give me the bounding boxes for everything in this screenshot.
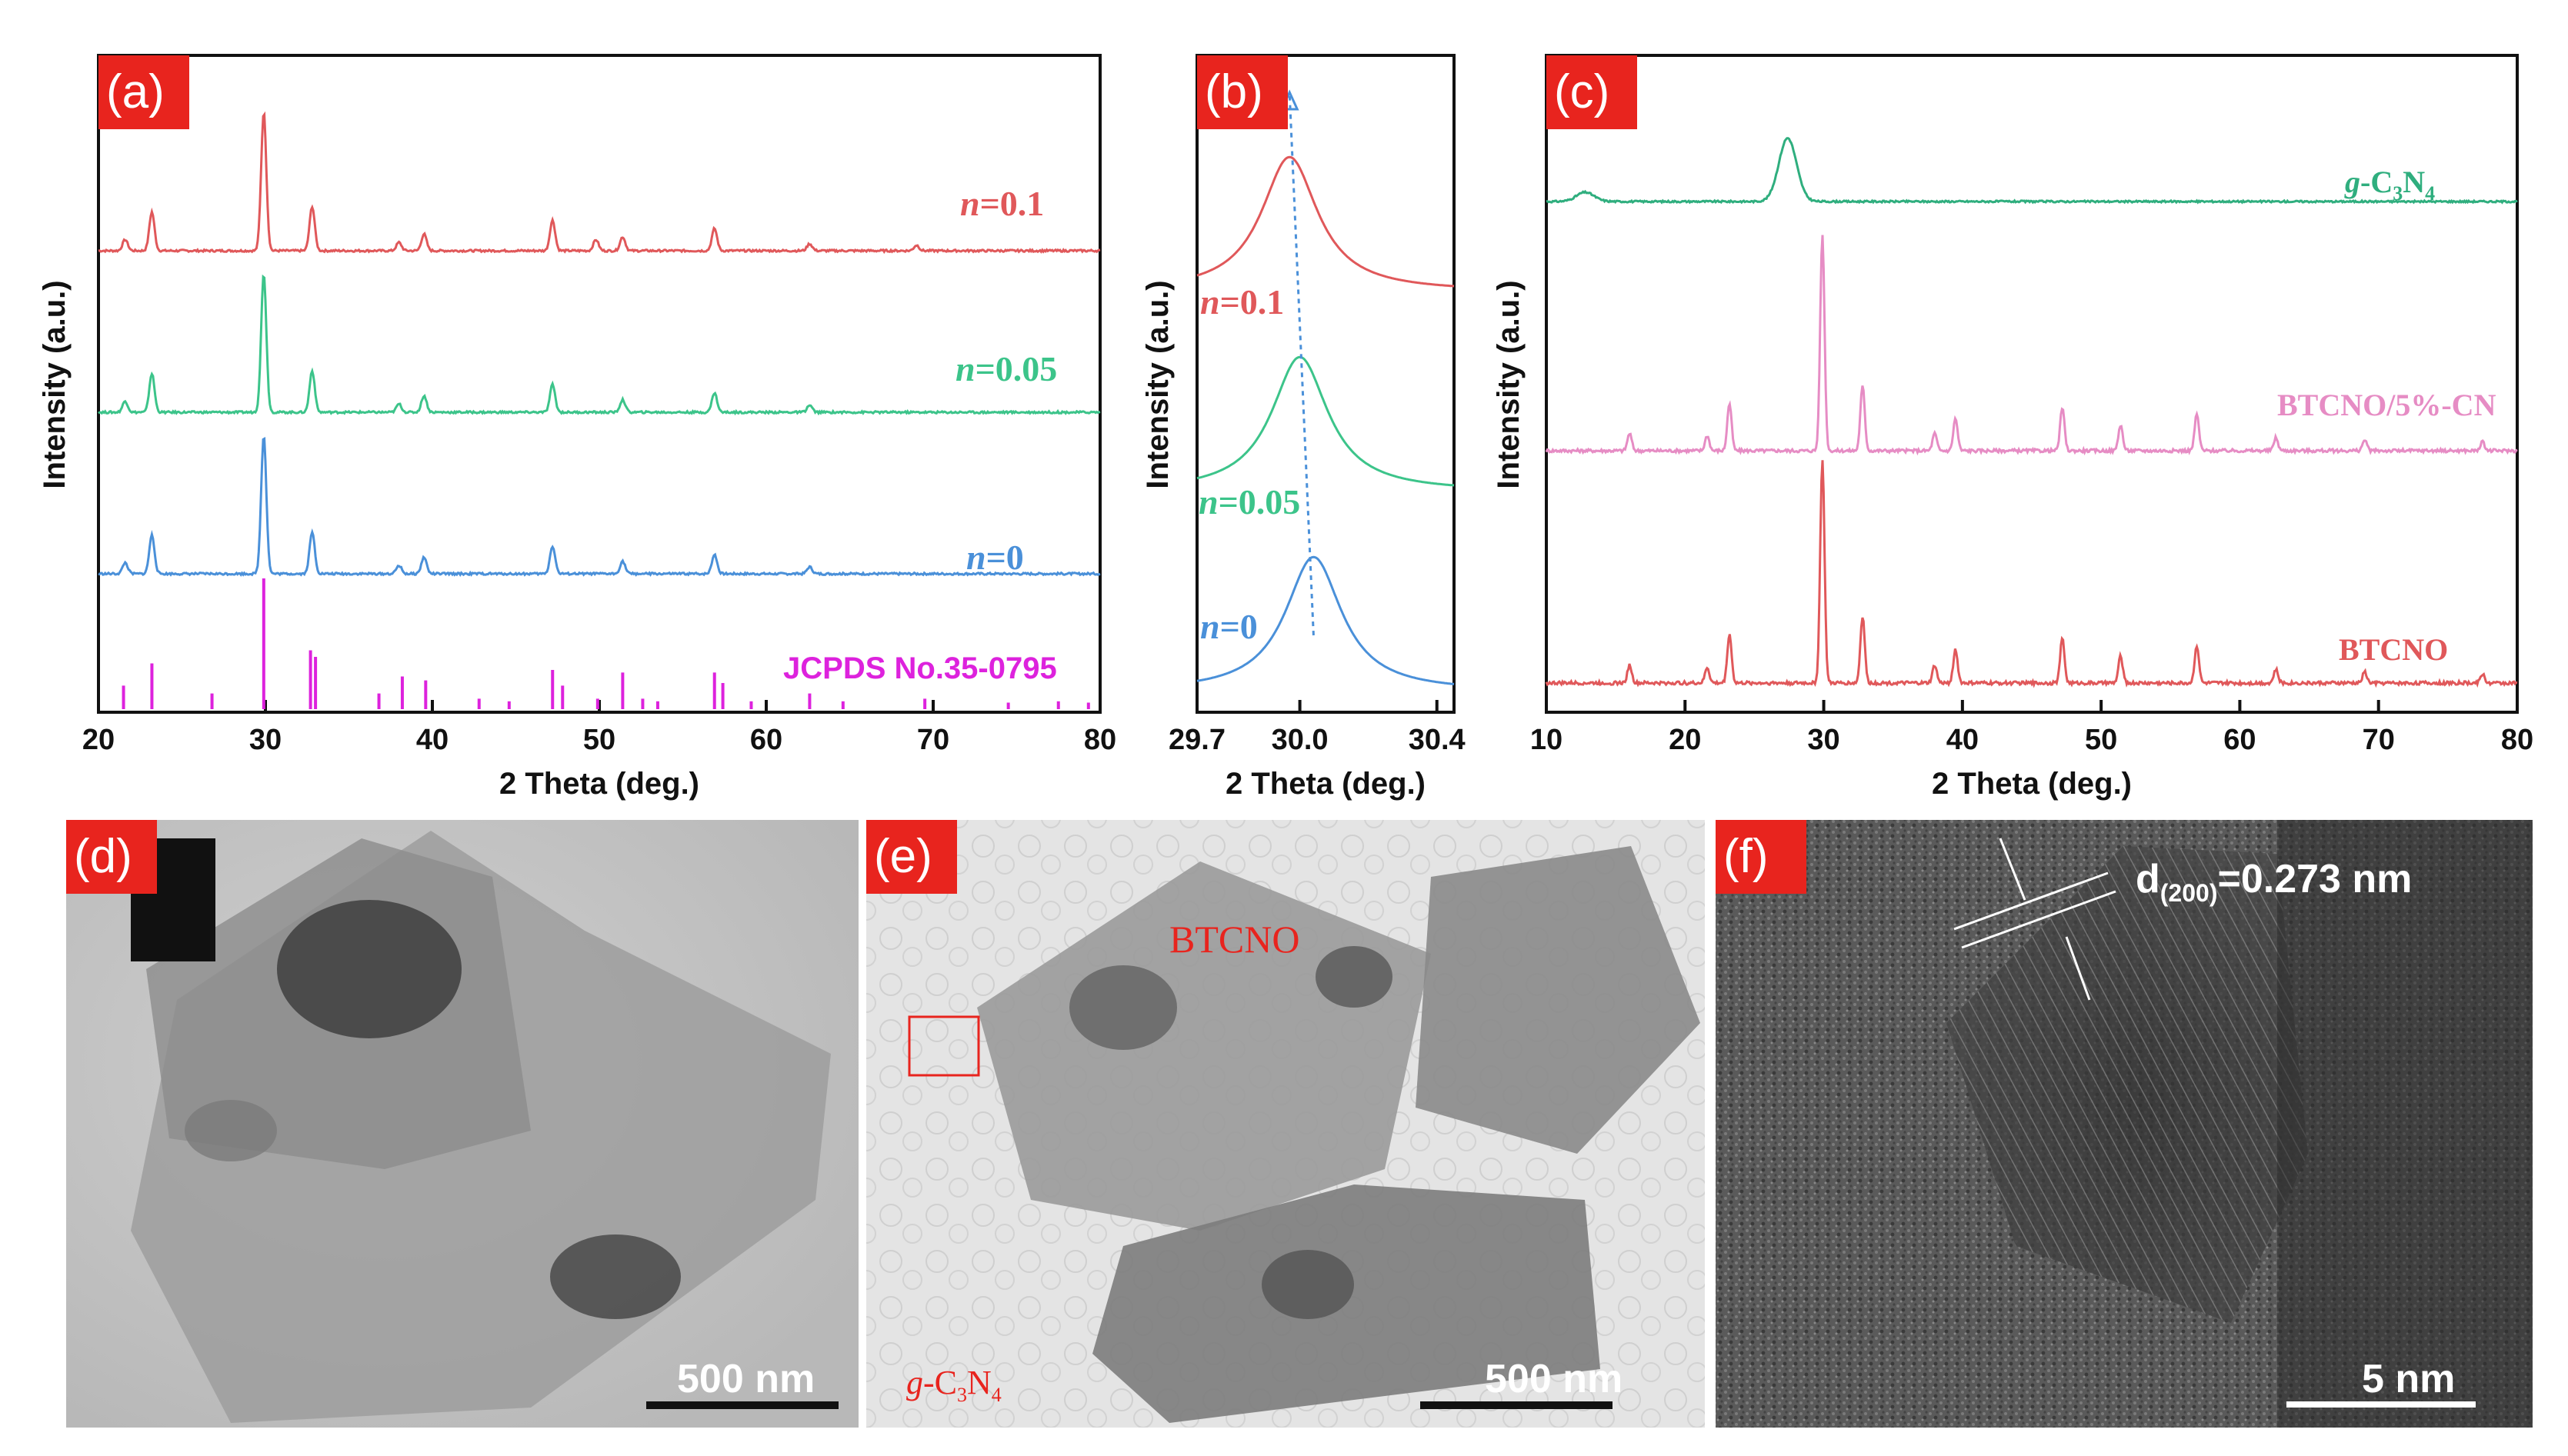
panel-f-arrow-bottom	[2065, 936, 2091, 1001]
panel-a-tick-label-2: 40	[416, 724, 449, 756]
panel-a-curves	[98, 111, 1101, 709]
panel-b-series-n0	[1196, 555, 1455, 685]
panel-f-fringe-line-2	[1961, 890, 2116, 949]
panel-f-scale-bar	[2286, 1401, 2476, 1408]
panel-e-gcn-label: g-C3N4	[906, 1364, 1002, 1406]
panel-e-scale-label: 500 nm	[1485, 1357, 1623, 1401]
panel-c-ylabel: Intensity (a.u.)	[1492, 280, 1526, 488]
panel-f-dark-region	[2277, 820, 2533, 1428]
panel-c-series-BTCNO5CN	[1545, 235, 2518, 456]
panel-a-tag-bg	[98, 55, 189, 129]
panel-e-dark-spot-1	[1069, 965, 1177, 1050]
panel-b-series-n01	[1196, 155, 1455, 288]
label-b-n01: n=0.1	[1200, 282, 1284, 322]
panel-c-tag: (c)	[1554, 65, 1609, 118]
panel-a-tag: (a)	[106, 65, 165, 118]
panel-b-ylabel: Intensity (a.u.)	[1141, 280, 1175, 488]
panel-d-scale-label: 500 nm	[677, 1357, 815, 1401]
panel-a-tick-label-1: 30	[249, 724, 282, 756]
panel-b-xlabel: 2 Theta (deg.)	[1226, 767, 1426, 801]
panel-c-tick-label-1: 20	[1669, 724, 1701, 756]
label-c-btcno-cn: BTCNO/5%-CN	[2277, 388, 2496, 422]
label-a-n0: n=0	[966, 538, 1024, 577]
panel-c-tick-label-6: 70	[2363, 724, 2395, 756]
label-a-n01: n=0.1	[960, 184, 1044, 223]
panel-c-tick-label-2: 30	[1807, 724, 1839, 756]
panel-c-tick-label-3: 40	[1946, 724, 1979, 756]
panel-e-selection-box	[908, 1015, 980, 1077]
panel-e-tag: (e)	[874, 830, 932, 883]
panel-e-tem-image: BTCNO g-C3N4 (e) 500 nm	[866, 820, 1705, 1428]
panel-b-tick-label-1: 30.0	[1272, 724, 1329, 756]
panel-c-tick-label-4: 50	[2085, 724, 2117, 756]
panel-a-series-n01	[98, 111, 1101, 255]
panel-d-particle-2	[550, 1234, 681, 1319]
panel-f-arrow-top	[1999, 838, 2026, 901]
panel-a-xlabel: 2 Theta (deg.)	[499, 767, 699, 801]
panel-a-tick-label-6: 80	[1084, 724, 1116, 756]
panel-a-xrd: 20 30 40 50 60 70 80 (a) n=0.1 n=0.05 n=0 JCPD…	[38, 54, 1116, 801]
panel-d-tag: (d)	[74, 830, 132, 883]
label-c-btcno: BTCNO	[2339, 632, 2448, 667]
panel-c-frame	[1545, 54, 2519, 714]
panel-e-tag-bg	[866, 820, 957, 894]
panel-d-tem-image: (d) 500 nm	[66, 820, 859, 1428]
panel-b-frame	[1196, 54, 1456, 714]
panel-f-scale-label: 5 nm	[2362, 1357, 2455, 1401]
panel-b-tick-label-0: 29.7	[1169, 724, 1226, 756]
panel-e-scale-bar	[1420, 1401, 1613, 1409]
panel-c-series-gC3N4	[1546, 137, 2518, 205]
panel-e-particle-main	[977, 861, 1431, 1231]
panel-a-x-ticks: 20 30 40 50 60 70 80	[82, 700, 1116, 756]
panel-a-tick-label-0: 20	[82, 724, 115, 756]
panel-b-series-n005	[1196, 355, 1455, 487]
panel-b-curves	[1196, 89, 1455, 685]
panel-b-x-ticks: 29.7 30.0 30.4	[1169, 700, 1466, 756]
label-b-n0: n=0	[1200, 607, 1258, 646]
label-c-gcn: g-C3N4	[2344, 165, 2435, 205]
panel-b-tick-label-2: 30.4	[1409, 724, 1466, 756]
panel-b-tag: (b)	[1205, 65, 1263, 118]
panel-a-series-n0	[98, 437, 1101, 578]
panel-a-tick-label-5: 70	[917, 724, 949, 756]
label-b-n005: n=0.05	[1199, 482, 1300, 521]
panel-a-tick-label-4: 60	[750, 724, 782, 756]
panel-c-curves	[1545, 137, 2518, 688]
panel-c-tick-label-5: 60	[2223, 724, 2256, 756]
panel-c-tick-label-7: 80	[2501, 724, 2533, 756]
panel-a-ylabel: Intensity (a.u.)	[38, 280, 72, 488]
panel-a-tick-label-3: 50	[583, 724, 615, 756]
panel-e-dark-spot-3	[1262, 1250, 1354, 1319]
panel-c-tick-label-0: 10	[1530, 724, 1562, 756]
panel-e-particle-right	[1416, 846, 1700, 1154]
panel-d-scale-bar	[646, 1401, 839, 1409]
panel-b-xrd-zoom: 29.7 30.0 30.4 (b) n=0.1 n=0.05 n=0 2 Thet…	[1141, 54, 1466, 801]
panel-e-particle-bottom	[1092, 1184, 1600, 1423]
panel-b-tag-bg	[1197, 55, 1288, 129]
panel-e-btcno-label: BTCNO	[1169, 918, 1299, 961]
label-a-n005: n=0.05	[955, 349, 1057, 388]
label-a-jcpds: JCPDS No.35-0795	[783, 651, 1057, 685]
panel-d-particle-1	[277, 900, 462, 1038]
panel-f-d-spacing: d(200)=0.273 nm	[2136, 857, 2412, 907]
panel-f-tag: (f)	[1723, 830, 1769, 883]
panel-d-particle-3	[185, 1100, 277, 1161]
panel-c-series-BTCNO	[1545, 460, 2518, 688]
panel-c-tag-bg	[1546, 55, 1637, 129]
panel-f-tag-bg	[1716, 820, 1806, 894]
panel-c-xlabel: 2 Theta (deg.)	[1932, 767, 2132, 801]
panel-f-hrtem-image: d(200)=0.273 nm (f) 5 nm	[1716, 820, 2533, 1428]
panel-e-dark-spot-2	[1316, 946, 1392, 1008]
panel-f-fringe-line-1	[1953, 871, 2109, 931]
panel-a-series-n005	[98, 274, 1101, 416]
panel-d-tag-bg	[66, 820, 157, 894]
panel-b-shift-guide	[1288, 93, 1315, 636]
panel-a-frame	[97, 54, 1102, 714]
panel-f-lattice-fringes	[1946, 846, 2308, 1323]
panel-c-x-ticks: 10 20 30 40 50 60 70 80	[1530, 700, 2533, 756]
panel-c-xrd: 10 20 30 40 50 60 70 80 (c) g-C3N4 BTCNO/5%-CN …	[1492, 54, 2533, 801]
